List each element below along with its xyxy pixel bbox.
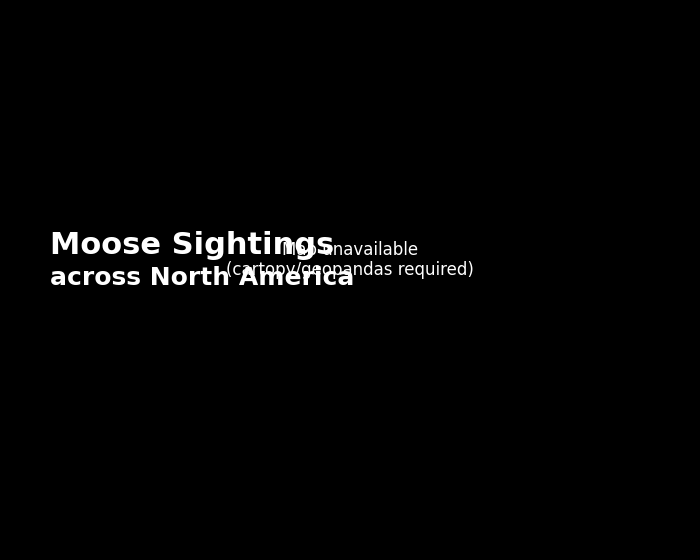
Text: across North America: across North America bbox=[50, 266, 354, 290]
Text: Map unavailable
(cartopy/geopandas required): Map unavailable (cartopy/geopandas requi… bbox=[226, 241, 474, 279]
Text: Moose Sightings: Moose Sightings bbox=[50, 231, 335, 260]
